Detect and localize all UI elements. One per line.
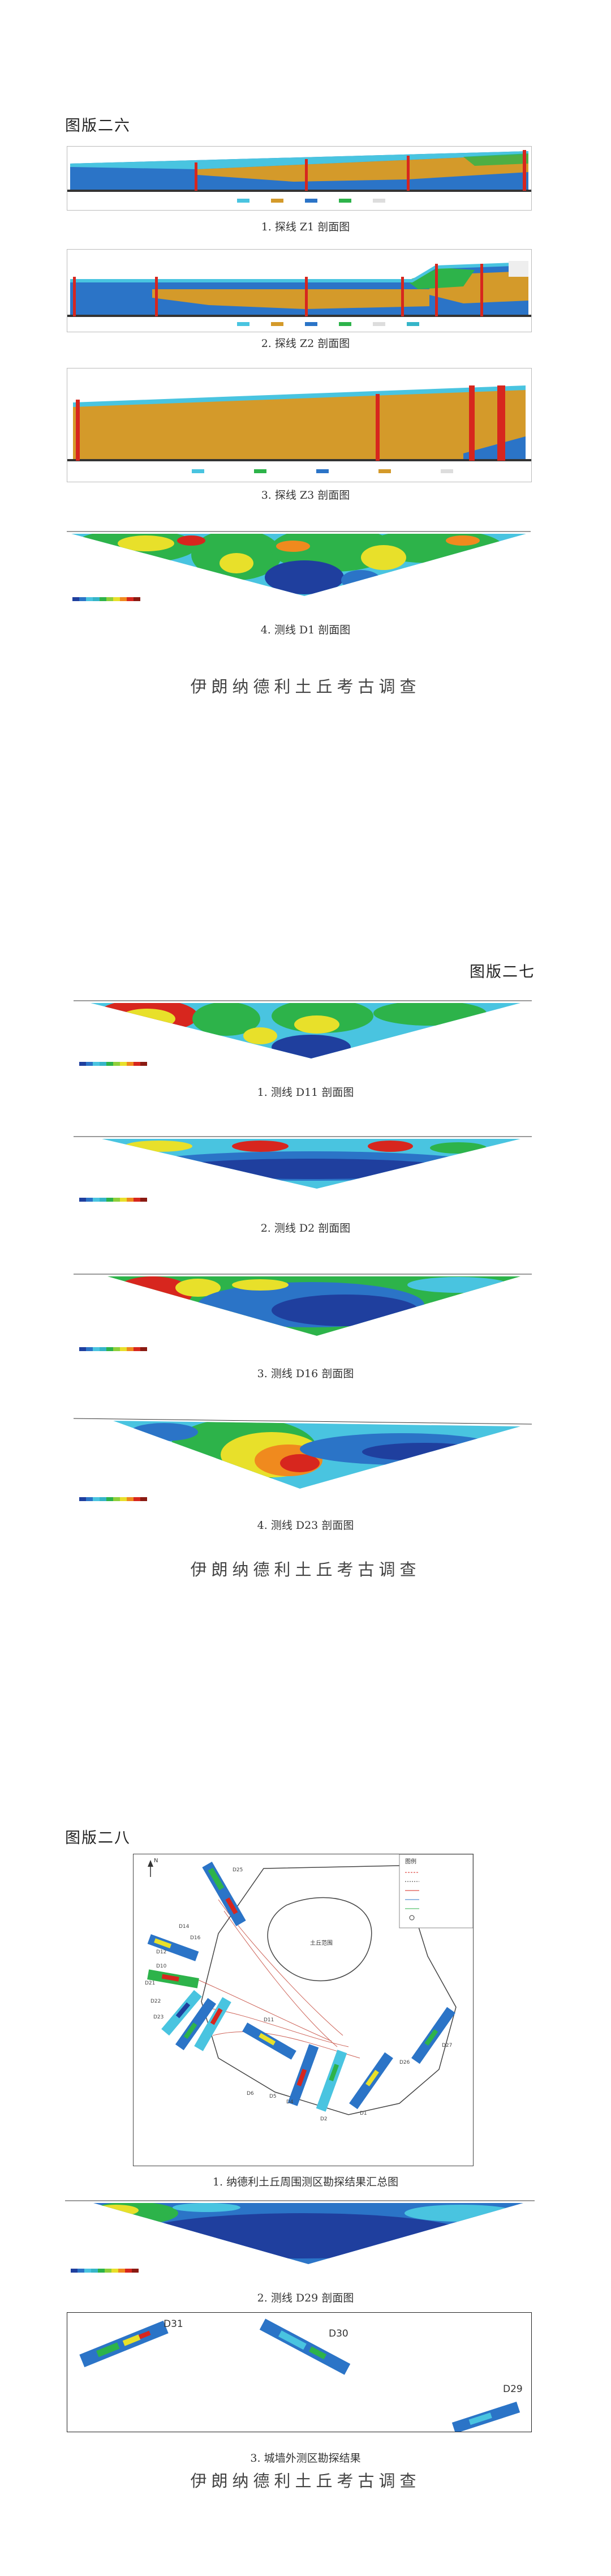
caption-z2: 2. 探线 Z2 剖面图 (261, 337, 350, 350)
map-label-d11: D11 (264, 2017, 274, 2023)
mound-label: 土丘范围 (310, 1939, 333, 1947)
map-legend-title: 图例 (405, 1858, 416, 1865)
profile-d23-figure (74, 1404, 532, 1508)
profile-z2-figure (67, 249, 532, 332)
plate-26-footer: 伊朗纳德利土丘考古调查 (190, 677, 421, 696)
outer-label-d30: D30 (329, 2328, 348, 2339)
caption-d16: 3. 测线 D16 剖面图 (257, 1368, 354, 1380)
outer-area-graphic: D31 D30 D29 (79, 2318, 523, 2434)
map-label-d10: D10 (156, 1964, 167, 1969)
profile-z2-graphic (67, 250, 531, 332)
survey-map-graphic: 土丘范围 N 图例 (134, 1854, 473, 2166)
caption-d2: 2. 测线 D2 剖面图 (260, 1222, 351, 1235)
caption-z3: 3. 探线 Z3 剖面图 (261, 489, 350, 502)
profile-d1-graphic (67, 531, 531, 601)
caption-d1: 4. 测线 D1 剖面图 (260, 624, 351, 636)
map-label-d16: D16 (190, 1935, 201, 1941)
map-label-d6: D6 (247, 2091, 254, 2097)
map-label-d26: D26 (399, 2060, 410, 2065)
profile-z3-figure (67, 368, 532, 482)
north-label: N (154, 1858, 158, 1864)
survey-map-figure: 土丘范围 N 图例 (133, 1854, 474, 2166)
caption-d23: 4. 测线 D23 剖面图 (257, 1519, 354, 1532)
profile-z1-figure (67, 146, 532, 211)
map-label-d27: D27 (442, 2043, 452, 2048)
profile-d29-graphic (65, 2200, 535, 2273)
map-label-d22: D22 (150, 1999, 161, 2004)
outer-area-figure: D31 D30 D29 (67, 2312, 532, 2434)
plate-title-26: 图版二六 (65, 117, 131, 135)
profile-d2-figure (74, 1126, 532, 1211)
outer-label-d31: D31 (163, 2318, 183, 2330)
profile-d23-graphic (74, 1418, 532, 1501)
map-label-d4: D4 (286, 2099, 294, 2105)
plate-title-27: 图版二七 (470, 963, 535, 981)
caption-d29: 2. 测线 D29 剖面图 (257, 2292, 354, 2304)
map-label-d14: D14 (179, 1924, 190, 1930)
outer-label-d29: D29 (503, 2384, 523, 2395)
profile-d29-figure (65, 2191, 535, 2281)
profile-d1-figure (67, 524, 531, 617)
map-label-d5: D5 (269, 2094, 277, 2099)
map-label-d1: D1 (360, 2111, 367, 2116)
plate-28-footer: 伊朗纳德利土丘考古调查 (190, 2471, 421, 2491)
caption-z1: 1. 探线 Z1 剖面图 (261, 221, 350, 233)
profile-d16-figure (74, 1259, 532, 1358)
profile-d16-graphic (74, 1274, 532, 1351)
map-profile-strips (147, 1862, 455, 2112)
map-label-d23: D23 (153, 2014, 163, 2020)
map-label-d25: D25 (233, 1867, 243, 1873)
profile-z3-graphic (67, 368, 531, 482)
plate-title-28: 图版二八 (65, 1829, 131, 1847)
profile-d11-figure (74, 991, 532, 1075)
map-label-d12: D12 (156, 1949, 166, 1955)
profile-z1-graphic (67, 147, 531, 210)
map-label-d21: D21 (145, 1981, 155, 1986)
caption-d11: 1. 测线 D11 剖面图 (257, 1086, 354, 1099)
caption-outer: 3. 城墙外测区勘探结果 (250, 2452, 361, 2464)
profile-d11-graphic (74, 1000, 532, 1066)
plate-27-footer: 伊朗纳德利土丘考古调查 (190, 1560, 421, 1579)
caption-map: 1. 纳德利土丘周围测区勘探结果汇总图 (212, 2176, 399, 2188)
profile-d2-graphic (74, 1136, 532, 1202)
map-label-d2: D2 (320, 2116, 328, 2122)
